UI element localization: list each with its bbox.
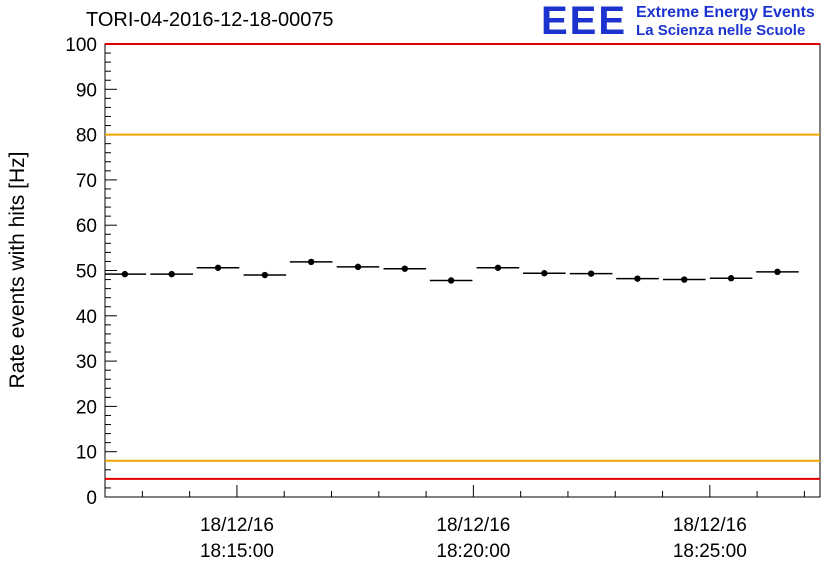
svg-text:18:15:00: 18:15:00 xyxy=(200,541,274,562)
svg-text:100: 100 xyxy=(65,35,97,56)
logo-line1: Extreme Energy Events xyxy=(636,4,815,21)
svg-text:18/12/16: 18/12/16 xyxy=(436,515,510,536)
svg-text:10: 10 xyxy=(76,443,97,464)
svg-text:18:25:00: 18:25:00 xyxy=(673,541,747,562)
svg-text:70: 70 xyxy=(76,171,97,192)
plot-frame xyxy=(104,43,821,498)
eee-logo: EEE Extreme Energy Events La Scienza nel… xyxy=(541,0,815,43)
svg-text:0: 0 xyxy=(86,488,97,509)
eee-logo-mark: EEE xyxy=(541,0,628,43)
reference-lines xyxy=(105,43,820,480)
svg-text:80: 80 xyxy=(76,126,97,147)
svg-text:50: 50 xyxy=(76,262,97,283)
svg-text:18/12/16: 18/12/16 xyxy=(673,515,747,536)
x-axis-ticks: 18/12/16 18:15:00 18/12/16 18:20:00 18/12/16… xyxy=(141,485,805,562)
svg-text:18/12/16: 18/12/16 xyxy=(200,515,274,536)
svg-text:90: 90 xyxy=(76,80,97,101)
svg-text:60: 60 xyxy=(76,216,97,237)
eee-logo-text: Extreme Energy Events La Scienza nelle S… xyxy=(636,2,815,40)
svg-text:30: 30 xyxy=(76,352,97,373)
svg-text:40: 40 xyxy=(76,307,97,328)
chart-title: TORI-04-2016-12-18-00075 xyxy=(86,9,334,31)
svg-text:18:20:00: 18:20:00 xyxy=(436,541,510,562)
data-points xyxy=(105,258,799,284)
y-axis-ticks: 0 10 20 30 40 50 60 70 80 90 100 xyxy=(65,35,117,509)
logo-line2: La Scienza nelle Scuole xyxy=(636,22,806,39)
svg-text:20: 20 xyxy=(76,397,97,418)
